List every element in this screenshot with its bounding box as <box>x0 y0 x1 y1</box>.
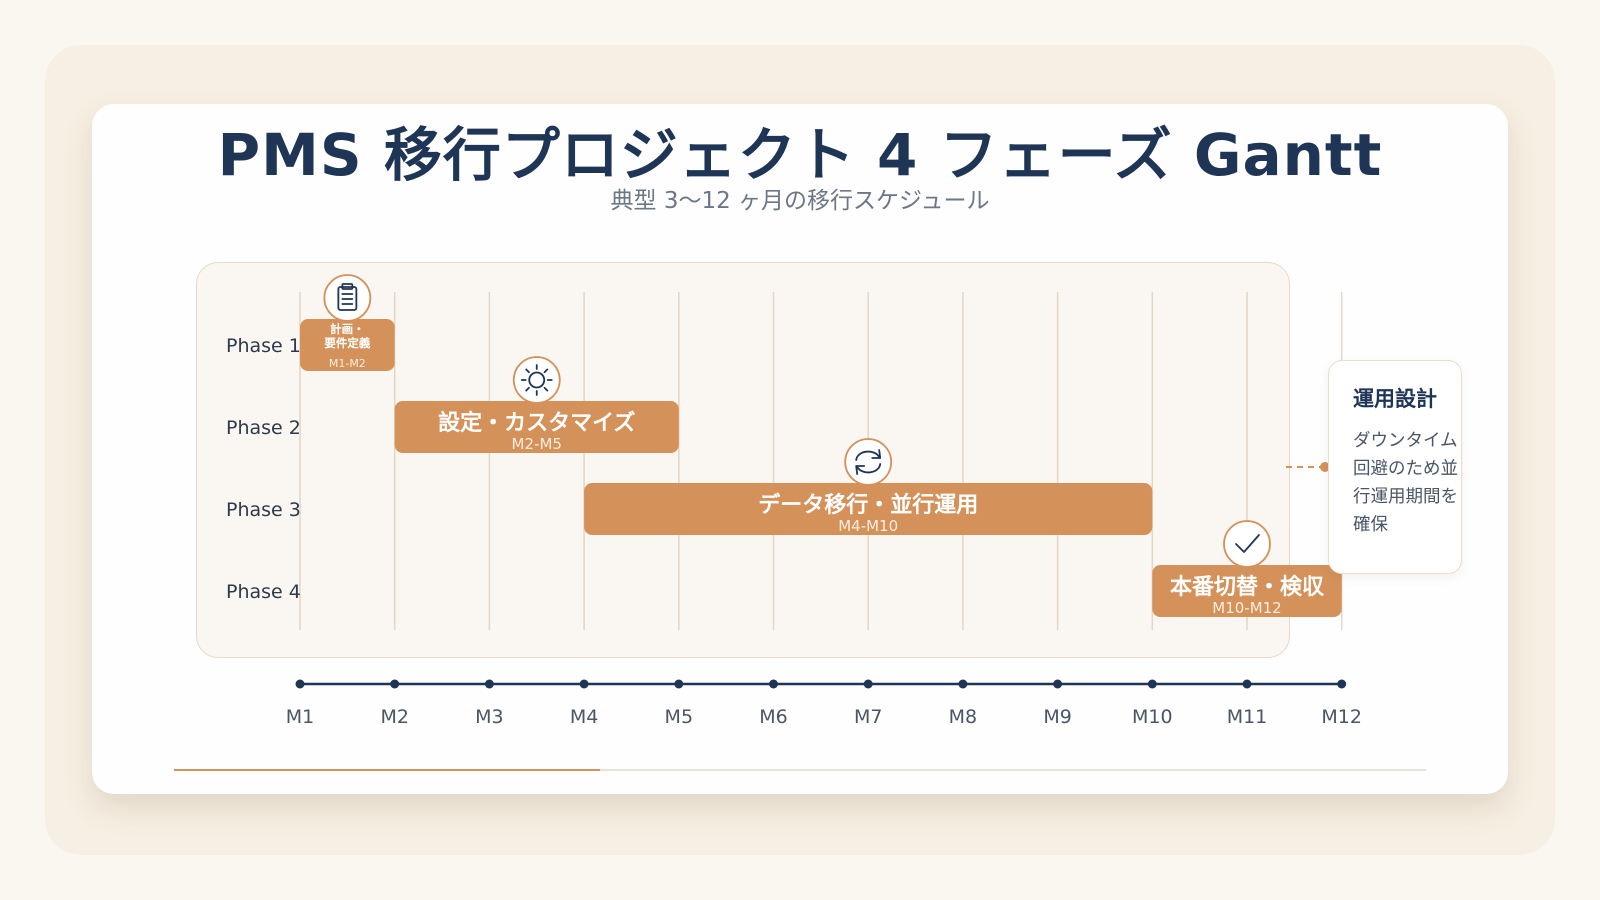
note-connector-dot <box>1320 462 1330 472</box>
phase-label: Phase 3 <box>226 499 301 521</box>
bar-label: 要件定義 <box>324 336 370 350</box>
gantt-bar <box>300 319 395 371</box>
bar-label: 設定・カスタマイズ <box>438 410 635 436</box>
timeline-tick <box>1337 679 1347 689</box>
phase-label: Phase 2 <box>226 417 301 439</box>
bar-label: データ移行・並行運用 <box>758 492 978 518</box>
timeline-tick <box>1053 679 1063 689</box>
timeline-tick <box>390 679 400 689</box>
clipboard-icon <box>323 274 372 322</box>
timeline-tick <box>674 679 684 689</box>
page-title: PMS 移行プロジェクト 4 フェーズ Gantt <box>217 121 1383 189</box>
phase-label: Phase 1 <box>226 335 301 357</box>
bar-range-label: M10-M12 <box>1212 599 1281 617</box>
note-card: 運用設計 ダウンタイム回避のため並行運用期間を確保 <box>1328 360 1462 574</box>
timeline-tick <box>958 679 968 689</box>
phase-label: Phase 4 <box>226 581 301 603</box>
bar-label: 計画・ <box>330 322 365 336</box>
month-label: M5 <box>665 706 693 728</box>
month-label: M4 <box>570 706 598 728</box>
timeline-tick <box>295 679 305 689</box>
timeline-tick <box>484 679 494 689</box>
gantt-bar <box>584 483 1153 535</box>
gantt-bar-group: 計画・要件定義 M1-M2 <box>300 274 395 371</box>
timeline-tick <box>1242 679 1252 689</box>
note-body: ダウンタイム回避のため並行運用期間を確保 <box>1353 431 1458 535</box>
page-subtitle: 典型 3〜12 ヶ月の移行スケジュール <box>610 188 990 214</box>
timeline-tick <box>579 679 589 689</box>
gantt-bar <box>1152 565 1342 617</box>
month-label: M7 <box>854 706 882 728</box>
timeline-tick <box>1147 679 1157 689</box>
month-label: M2 <box>380 706 408 728</box>
month-label: M10 <box>1132 706 1173 728</box>
gear-icon <box>512 356 561 404</box>
sync-icon <box>844 438 893 486</box>
check-icon <box>1223 520 1271 568</box>
timeline-tick <box>863 679 873 689</box>
month-label: M3 <box>475 706 503 728</box>
bar-range-label: M2-M5 <box>512 435 562 453</box>
month-label: M6 <box>759 706 787 728</box>
timeline-tick <box>769 679 778 689</box>
month-label: M11 <box>1227 706 1268 728</box>
month-label: M1 <box>286 706 314 728</box>
month-label: M12 <box>1321 706 1362 728</box>
note-title: 運用設計 <box>1353 387 1437 411</box>
progress-track <box>174 769 1426 771</box>
bar-label: 本番切替・検収 <box>1170 575 1325 600</box>
gantt-bar <box>394 401 679 453</box>
month-label: M8 <box>949 706 977 728</box>
bar-range-label: M4-M10 <box>838 517 898 535</box>
month-label: M9 <box>1043 706 1071 728</box>
progress-fill <box>174 769 600 771</box>
bar-range-label: M1-M2 <box>329 357 366 370</box>
